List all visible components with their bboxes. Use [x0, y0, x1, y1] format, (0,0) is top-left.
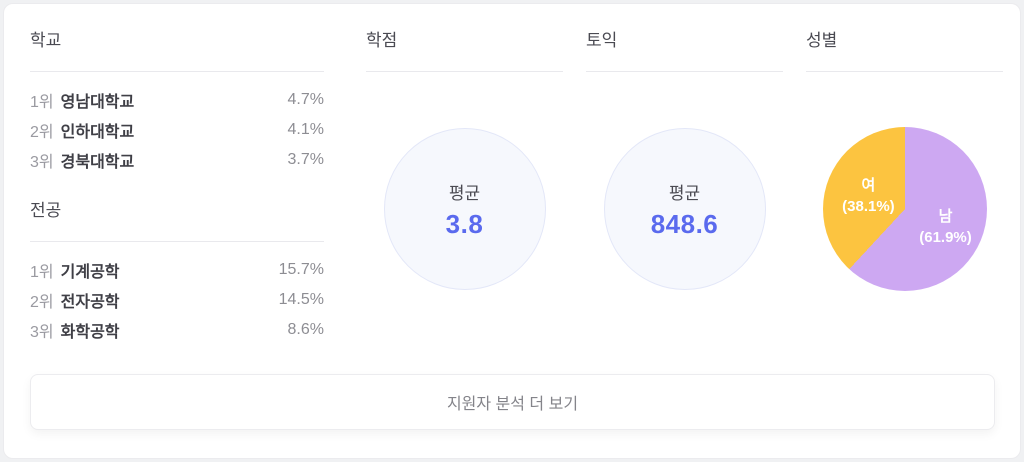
rank-value: 8.6% — [287, 321, 324, 338]
school-rank-list: 1위 영남대학교 4.7% 2위 인하대학교 4.1% 3위 경북대학교 3.7… — [30, 85, 324, 175]
view-more-applicant-analysis-button[interactable]: 지원자 분석 더 보기 — [30, 374, 995, 430]
applicant-stats-card: 학교 1위 영남대학교 4.7% 2위 인하대학교 4.1% 3위 경북대학교 … — [3, 3, 1021, 459]
school-rank-row-2: 2위 인하대학교 4.1% — [30, 115, 324, 145]
school-rank-row-1: 1위 영남대학교 4.7% — [30, 85, 324, 115]
pie-female-percent: (38.1%) — [842, 197, 895, 215]
rank-label: 1위 — [30, 264, 54, 281]
pie-male-label: 남 — [938, 208, 953, 226]
rank-label: 3위 — [30, 324, 54, 341]
toeic-column: 토익 평균 848.6 — [586, 31, 783, 290]
toeic-average-value: 848.6 — [650, 208, 719, 239]
major-section: 전공 1위 기계공학 15.7% 2위 전자공학 14.5% 3위 화학공학 8… — [30, 201, 324, 345]
rank-label: 2위 — [30, 124, 54, 141]
rank-name: 전자공학 — [60, 294, 120, 311]
major-rank-list: 1위 기계공학 15.7% 2위 전자공학 14.5% 3위 화학공학 8.6% — [30, 255, 324, 345]
rank-value: 4.7% — [287, 91, 324, 108]
section-divider — [30, 71, 324, 72]
school-section: 학교 1위 영남대학교 4.7% 2위 인하대학교 4.1% 3위 경북대학교 … — [30, 31, 324, 175]
pie-slice-label-male: 남 (61.9%) — [919, 206, 972, 248]
pie-male-percent: (61.9%) — [919, 229, 972, 247]
rank-value: 3.7% — [287, 151, 324, 168]
gender-section-title: 성별 — [806, 31, 838, 50]
pie-slice-label-female: 여 (38.1%) — [842, 175, 895, 217]
rankings-panel: 학교 1위 영남대학교 4.7% 2위 인하대학교 4.1% 3위 경북대학교 … — [30, 31, 324, 345]
major-rank-row-3: 3위 화학공학 8.6% — [30, 315, 324, 345]
rank-name: 영남대학교 — [60, 94, 135, 111]
gpa-average-label: 평균 — [448, 183, 481, 203]
rank-name: 기계공학 — [60, 264, 120, 281]
gpa-section-title: 학점 — [366, 31, 398, 50]
major-section-title: 전공 — [30, 201, 62, 220]
section-divider — [806, 71, 1003, 72]
rank-value: 15.7% — [278, 261, 324, 278]
major-rank-row-1: 1위 기계공학 15.7% — [30, 255, 324, 285]
gpa-average-value: 3.8 — [445, 208, 484, 239]
section-divider — [30, 241, 324, 242]
section-divider — [366, 71, 563, 72]
rank-name: 인하대학교 — [60, 124, 135, 141]
section-divider — [586, 71, 783, 72]
toeic-average-circle: 평균 848.6 — [603, 128, 766, 290]
school-section-title: 학교 — [30, 31, 62, 50]
toeic-section-title: 토익 — [586, 31, 618, 50]
rank-name: 경북대학교 — [60, 154, 135, 171]
gpa-average-circle: 평균 3.8 — [383, 128, 546, 290]
toeic-average-label: 평균 — [668, 183, 701, 203]
rank-label: 2위 — [30, 294, 54, 311]
gender-pie-chart: 여 (38.1%) 남 (61.9%) — [822, 127, 987, 291]
gpa-column: 학점 평균 3.8 — [366, 31, 563, 290]
rank-label: 3위 — [30, 154, 54, 171]
school-rank-row-3: 3위 경북대학교 3.7% — [30, 145, 324, 175]
rank-value: 14.5% — [278, 291, 324, 308]
major-rank-row-2: 2위 전자공학 14.5% — [30, 285, 324, 315]
rank-value: 4.1% — [287, 121, 324, 138]
gender-column: 성별 여 (38.1%) 남 (61.9%) — [806, 31, 1003, 291]
pie-female-label: 여 — [861, 176, 876, 194]
rank-label: 1위 — [30, 94, 54, 111]
rank-name: 화학공학 — [60, 324, 120, 341]
